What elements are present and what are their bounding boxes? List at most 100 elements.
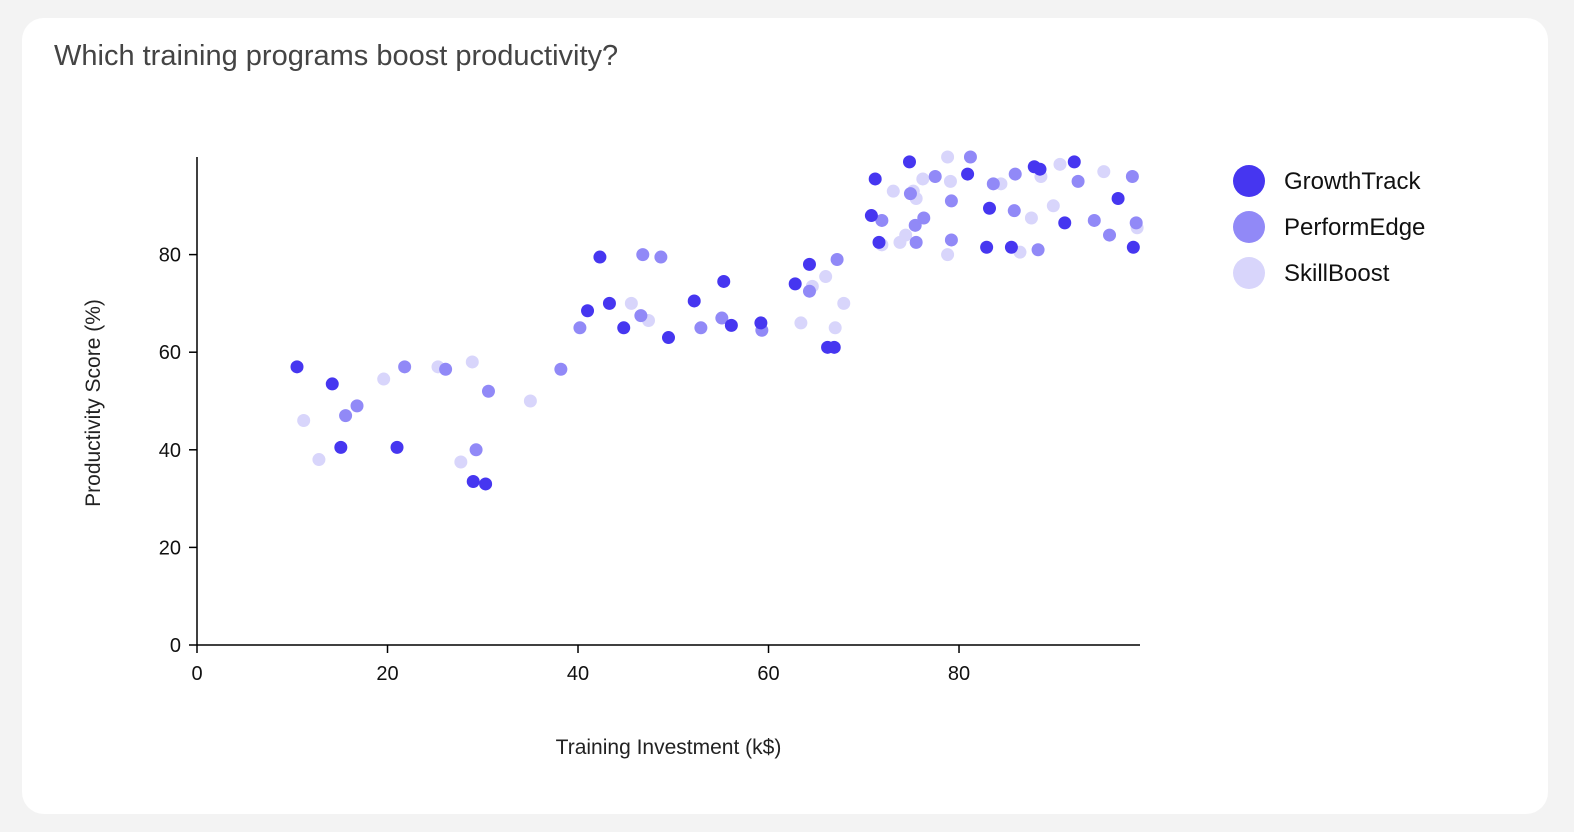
point-skillboost <box>465 355 479 369</box>
point-growthtrack <box>868 172 882 186</box>
point-performedge <box>715 311 729 325</box>
point-performedge <box>1031 243 1045 257</box>
point-growthtrack <box>788 277 802 291</box>
point-skillboost <box>1097 165 1111 179</box>
point-performedge <box>469 443 483 457</box>
y-axis-title: Productivity Score (%) <box>82 299 105 507</box>
point-performedge <box>1103 228 1117 242</box>
chart-card: Which training programs boost productivi… <box>22 18 1548 814</box>
point-growthtrack <box>872 235 886 249</box>
point-growthtrack <box>334 440 348 454</box>
point-growthtrack <box>1033 162 1047 176</box>
point-skillboost <box>886 184 900 198</box>
point-growthtrack <box>1111 191 1125 205</box>
point-growthtrack <box>325 377 339 391</box>
point-growthtrack <box>1058 216 1072 230</box>
point-performedge <box>986 177 1000 191</box>
point-skillboost <box>941 150 955 164</box>
point-performedge <box>830 252 844 266</box>
point-growthtrack <box>980 240 994 254</box>
point-skillboost <box>899 228 913 242</box>
point-performedge <box>350 399 364 413</box>
point-skillboost <box>297 414 311 428</box>
point-performedge <box>1125 170 1139 184</box>
point-skillboost <box>1053 157 1067 171</box>
y-tick-label: 60 <box>159 342 181 364</box>
point-performedge <box>928 170 942 184</box>
point-performedge <box>554 362 568 376</box>
point-performedge <box>1008 167 1022 181</box>
point-growthtrack <box>1126 240 1140 254</box>
point-growthtrack <box>827 340 841 354</box>
point-skillboost <box>837 296 851 310</box>
point-skillboost <box>794 316 808 330</box>
point-growthtrack <box>1067 155 1081 169</box>
x-tick-label: 60 <box>757 663 779 685</box>
x-tick-label: 20 <box>376 663 398 685</box>
chart-title: Which training programs boost productivi… <box>54 40 619 72</box>
legend: GrowthTrack PerformEdge SkillBoost <box>1233 165 1425 289</box>
legend-swatch <box>1233 211 1265 243</box>
point-performedge <box>481 384 495 398</box>
point-performedge <box>944 194 958 208</box>
y-axis: 0 20 40 60 80 <box>159 157 198 657</box>
point-skillboost <box>377 372 391 386</box>
y-tick-label: 20 <box>159 537 181 559</box>
point-performedge <box>1087 213 1101 227</box>
point-growthtrack <box>802 257 816 271</box>
legend-label: GrowthTrack <box>1284 168 1421 195</box>
point-growthtrack <box>983 201 997 215</box>
point-growthtrack <box>724 318 738 332</box>
point-skillboost <box>1046 199 1060 213</box>
point-performedge <box>944 233 958 247</box>
point-skillboost <box>454 455 468 469</box>
point-performedge <box>1071 174 1085 188</box>
point-performedge <box>908 218 922 232</box>
point-skillboost <box>941 248 955 262</box>
point-growthtrack <box>602 296 616 310</box>
point-performedge <box>903 187 917 201</box>
point-skillboost <box>624 296 638 310</box>
point-performedge <box>909 235 923 249</box>
point-performedge <box>963 150 977 164</box>
point-growthtrack <box>687 294 701 308</box>
point-performedge <box>636 248 650 262</box>
point-skillboost <box>828 321 842 335</box>
point-growthtrack <box>961 167 975 181</box>
point-growthtrack <box>593 250 607 264</box>
point-performedge <box>634 309 648 323</box>
point-skillboost <box>819 270 833 284</box>
point-performedge <box>654 250 668 264</box>
legend-swatch <box>1233 257 1265 289</box>
y-tick-label: 0 <box>170 635 181 657</box>
point-performedge <box>694 321 708 335</box>
point-skillboost <box>312 453 326 467</box>
y-tick-label: 80 <box>159 245 181 267</box>
point-growthtrack <box>902 155 916 169</box>
point-performedge <box>1007 204 1021 218</box>
point-growthtrack <box>864 209 878 223</box>
point-skillboost <box>943 174 957 188</box>
y-tick-label: 40 <box>159 440 181 462</box>
point-growthtrack <box>717 274 731 288</box>
point-growthtrack <box>581 304 595 318</box>
point-skillboost <box>523 394 537 408</box>
point-performedge <box>1129 216 1143 230</box>
point-skillboost <box>1024 211 1038 225</box>
point-growthtrack <box>1004 240 1018 254</box>
point-performedge <box>439 362 453 376</box>
point-growthtrack <box>662 331 675 345</box>
x-axis-title: Training Investment (k$) <box>556 736 782 759</box>
point-performedge <box>398 360 412 374</box>
legend-swatch <box>1233 165 1265 197</box>
point-performedge <box>802 284 816 298</box>
point-growthtrack <box>390 440 404 454</box>
point-performedge <box>875 213 889 227</box>
point-performedge <box>339 409 353 423</box>
x-tick-label: 40 <box>567 663 589 685</box>
x-tick-label: 0 <box>191 663 202 685</box>
point-skillboost <box>916 172 930 186</box>
point-growthtrack <box>754 316 768 330</box>
point-growthtrack <box>290 360 304 374</box>
